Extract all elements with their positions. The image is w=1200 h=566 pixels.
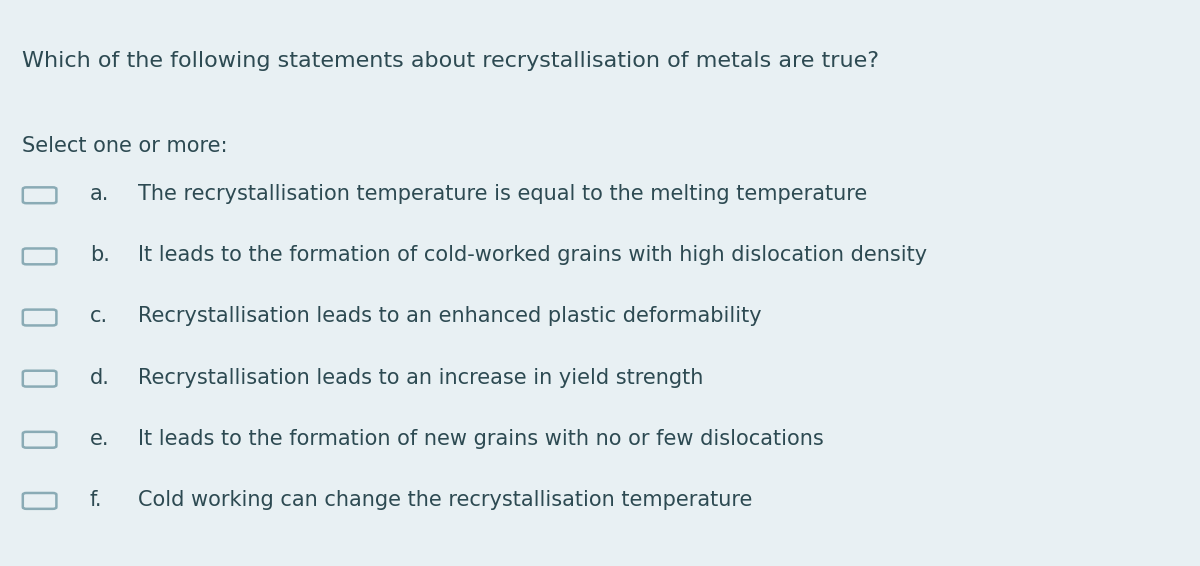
Text: It leads to the formation of new grains with no or few dislocations: It leads to the formation of new grains … <box>138 428 823 449</box>
Text: e.: e. <box>90 428 109 449</box>
Text: Cold working can change the recrystallisation temperature: Cold working can change the recrystallis… <box>138 490 752 510</box>
Text: Which of the following statements about recrystallisation of metals are true?: Which of the following statements about … <box>22 51 878 71</box>
Text: The recrystallisation temperature is equal to the melting temperature: The recrystallisation temperature is equ… <box>138 184 868 204</box>
Text: a.: a. <box>90 184 109 204</box>
Text: b.: b. <box>90 245 110 265</box>
Text: Recrystallisation leads to an increase in yield strength: Recrystallisation leads to an increase i… <box>138 367 703 388</box>
Text: It leads to the formation of cold-worked grains with high dislocation density: It leads to the formation of cold-worked… <box>138 245 928 265</box>
Text: c.: c. <box>90 306 108 327</box>
Text: d.: d. <box>90 367 110 388</box>
Text: Select one or more:: Select one or more: <box>22 136 227 156</box>
Text: Recrystallisation leads to an enhanced plastic deformability: Recrystallisation leads to an enhanced p… <box>138 306 762 327</box>
Text: f.: f. <box>90 490 102 510</box>
